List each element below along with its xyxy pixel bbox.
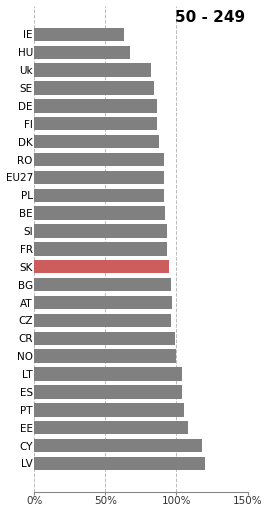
Bar xyxy=(34,350,177,363)
Bar xyxy=(34,224,166,238)
Bar xyxy=(34,457,205,470)
Bar xyxy=(34,278,171,291)
Bar xyxy=(34,403,184,417)
Bar xyxy=(34,314,171,327)
Bar xyxy=(34,385,182,399)
Bar xyxy=(34,153,164,166)
Bar xyxy=(34,206,165,220)
Bar xyxy=(34,296,172,309)
Bar xyxy=(34,332,175,345)
Bar xyxy=(34,367,182,381)
Bar xyxy=(34,28,124,41)
Bar xyxy=(34,242,166,255)
Bar xyxy=(34,135,159,148)
Bar xyxy=(34,439,202,452)
Bar xyxy=(34,46,129,59)
Bar xyxy=(34,63,151,77)
Bar xyxy=(34,188,164,202)
Bar xyxy=(34,170,164,184)
Text: 50 - 249: 50 - 249 xyxy=(175,10,245,26)
Bar xyxy=(34,99,157,113)
Bar xyxy=(34,421,188,434)
Bar xyxy=(34,81,154,95)
Bar xyxy=(34,117,157,131)
Bar xyxy=(34,260,169,273)
